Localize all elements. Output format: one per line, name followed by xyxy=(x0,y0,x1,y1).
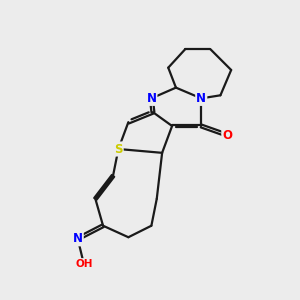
Text: O: O xyxy=(222,129,232,142)
Text: N: N xyxy=(146,92,156,105)
Text: OH: OH xyxy=(75,259,93,269)
Text: S: S xyxy=(114,142,123,155)
Text: N: N xyxy=(73,232,83,245)
Text: N: N xyxy=(196,92,206,105)
